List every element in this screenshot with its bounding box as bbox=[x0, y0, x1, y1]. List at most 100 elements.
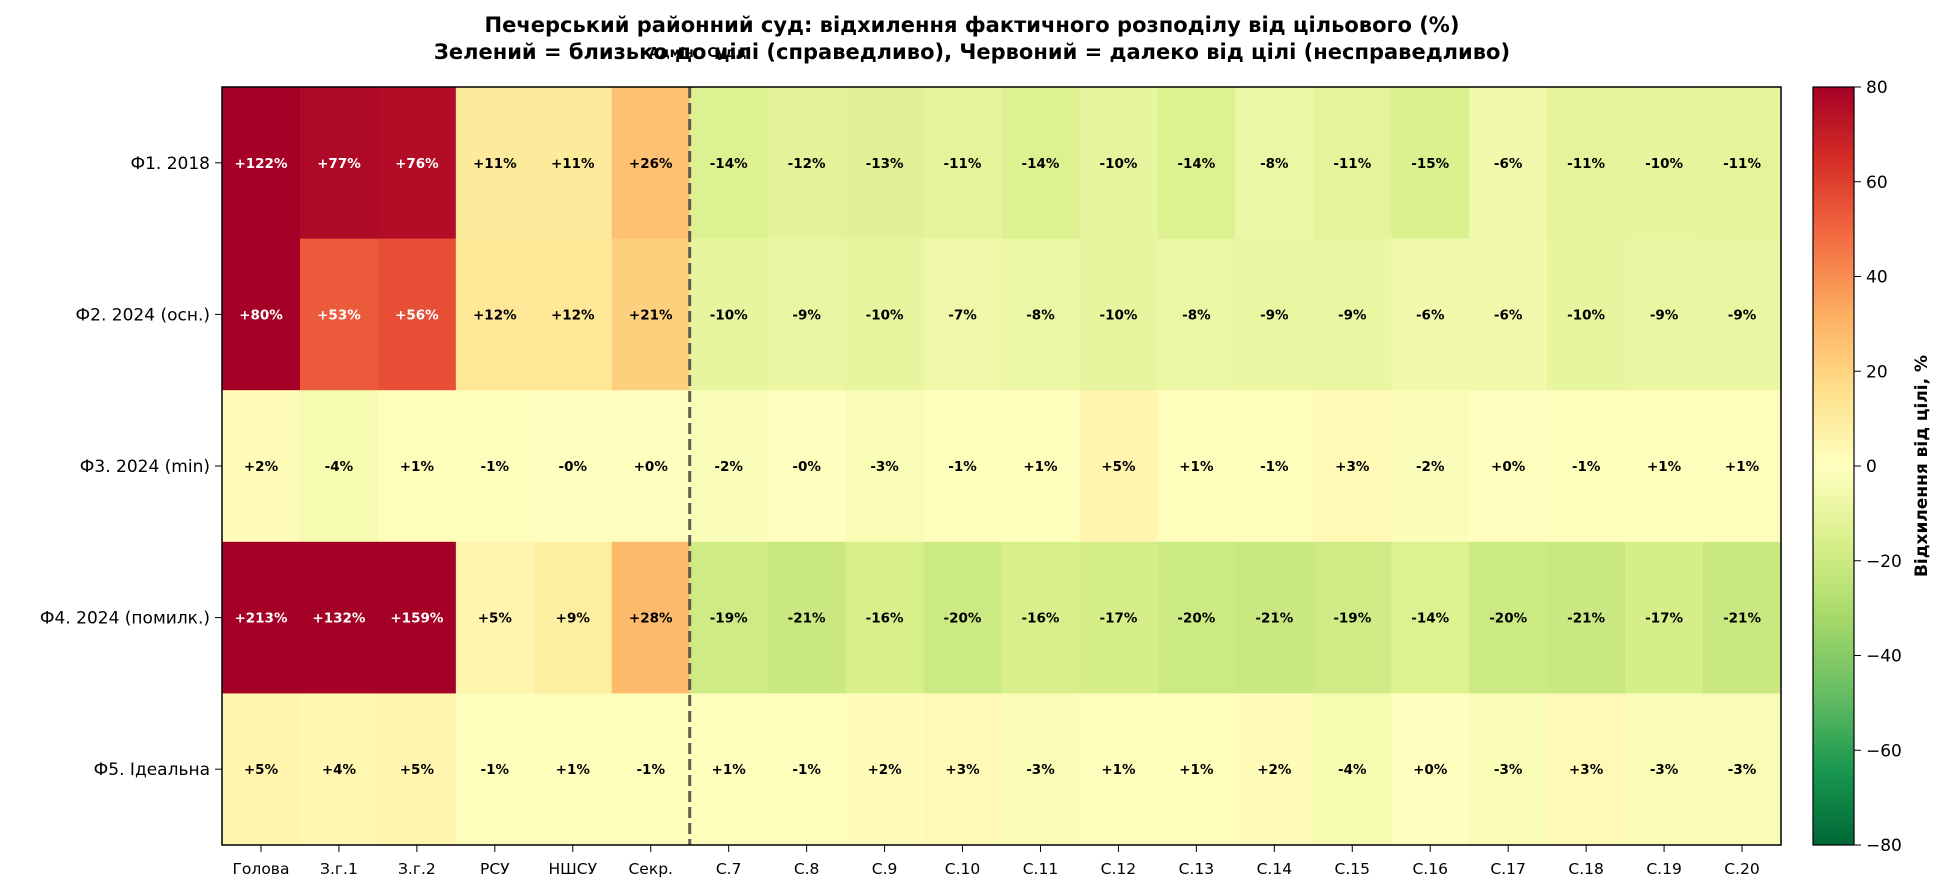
cell-value-label: -14% bbox=[1411, 611, 1449, 627]
row-label: Ф5. Ідеальна bbox=[94, 760, 210, 780]
group-overlay-label: Адмін Судді bbox=[649, 46, 751, 61]
heatmap-cell bbox=[1703, 541, 1782, 694]
heatmap-cell bbox=[455, 238, 535, 391]
heatmap-cell bbox=[299, 390, 379, 543]
column-label: С.16 bbox=[1412, 860, 1447, 878]
heatmap-cell bbox=[1235, 390, 1314, 543]
heatmap-cell bbox=[1235, 541, 1314, 694]
heatmap-cell bbox=[299, 541, 379, 694]
heatmap-cell bbox=[845, 238, 925, 391]
cell-value-label: -21% bbox=[1255, 611, 1293, 627]
heatmap-cell bbox=[533, 390, 613, 543]
column-label: С.14 bbox=[1257, 860, 1292, 878]
heatmap-cell bbox=[1235, 87, 1314, 240]
cell-value-label: -10% bbox=[1645, 156, 1683, 172]
cell-value-label: +132% bbox=[312, 611, 365, 627]
heatmap-cell bbox=[1391, 238, 1470, 391]
heatmap-cell bbox=[1391, 87, 1470, 240]
heatmap-cell bbox=[1079, 238, 1158, 391]
cell-value-label: +3% bbox=[945, 762, 980, 778]
cell-value-label: +5% bbox=[1101, 459, 1136, 475]
column-label: С.20 bbox=[1724, 860, 1759, 878]
heatmap-cell bbox=[923, 390, 1003, 543]
cell-value-label: +1% bbox=[400, 459, 435, 475]
heatmap-cell bbox=[1001, 541, 1081, 694]
cell-value-label: -0% bbox=[792, 459, 821, 475]
cell-value-label: -14% bbox=[1022, 156, 1060, 172]
heatmap-cell bbox=[1001, 693, 1081, 846]
heatmap-cell bbox=[689, 390, 769, 543]
cell-value-label: -14% bbox=[1177, 156, 1215, 172]
heatmap-cell bbox=[1703, 693, 1782, 846]
cell-value-label: +1% bbox=[1023, 459, 1058, 475]
heatmap-cell bbox=[767, 541, 847, 694]
column-label: С.15 bbox=[1335, 860, 1370, 878]
column-label: Голова bbox=[232, 860, 289, 878]
cell-value-label: -1% bbox=[1572, 459, 1601, 475]
cell-value-label: +0% bbox=[1413, 762, 1448, 778]
heatmap-cell bbox=[1625, 87, 1704, 240]
cell-value-label: -4% bbox=[325, 459, 354, 475]
cell-value-label: +3% bbox=[1569, 762, 1604, 778]
colorbar-tick-label: 0 bbox=[1866, 457, 1877, 477]
heatmap-cell bbox=[1001, 390, 1081, 543]
cell-value-label: +2% bbox=[1257, 762, 1292, 778]
cell-value-label: +76% bbox=[395, 156, 439, 172]
row-label: Ф3. 2024 (min) bbox=[80, 457, 210, 477]
row-label: Ф4. 2024 (помилк.) bbox=[40, 609, 210, 629]
cell-value-label: -10% bbox=[1567, 307, 1605, 323]
column-label: С.7 bbox=[716, 860, 742, 878]
cell-value-label: +11% bbox=[473, 156, 517, 172]
cell-value-label: +12% bbox=[551, 307, 595, 323]
heatmap-cell bbox=[1001, 238, 1081, 391]
heatmap-cell bbox=[1625, 541, 1704, 694]
heatmap-cell bbox=[611, 390, 691, 543]
heatmap-cell bbox=[299, 693, 379, 846]
heatmap-cell bbox=[533, 87, 613, 240]
heatmap-cell bbox=[1079, 390, 1158, 543]
heatmap-cell bbox=[455, 87, 535, 240]
column-label: С.11 bbox=[1023, 860, 1058, 878]
cell-value-label: -1% bbox=[481, 459, 510, 475]
cell-value-label: +26% bbox=[629, 156, 673, 172]
heatmap-cell bbox=[1547, 541, 1626, 694]
cell-value-label: -14% bbox=[710, 156, 748, 172]
chart-subtitle: Зелений = близько до цілі (справедливо),… bbox=[434, 40, 1510, 64]
heatmap-cell bbox=[1157, 693, 1236, 846]
cell-value-label: -1% bbox=[948, 459, 977, 475]
cell-value-label: -19% bbox=[710, 611, 748, 627]
heatmap-cell bbox=[689, 693, 769, 846]
cell-value-label: -1% bbox=[481, 762, 510, 778]
cell-value-label: -3% bbox=[1494, 762, 1523, 778]
heatmap-cell bbox=[1157, 87, 1236, 240]
cell-value-label: +213% bbox=[234, 611, 287, 627]
cell-value-label: -6% bbox=[1494, 307, 1523, 323]
heatmap-cell bbox=[689, 541, 769, 694]
heatmap-cell bbox=[1469, 541, 1548, 694]
column-label: С.17 bbox=[1490, 860, 1525, 878]
cell-value-label: -3% bbox=[870, 459, 899, 475]
cell-value-label: -9% bbox=[1728, 307, 1757, 323]
heatmap-cell bbox=[1079, 693, 1158, 846]
colorbar-tick-label: −60 bbox=[1866, 741, 1902, 761]
cell-value-label: -0% bbox=[559, 459, 588, 475]
heatmap-cell bbox=[923, 238, 1003, 391]
heatmap-cell bbox=[1625, 693, 1704, 846]
heatmap-cell bbox=[1547, 390, 1626, 543]
cell-value-label: -8% bbox=[1260, 156, 1289, 172]
heatmap-cell bbox=[923, 87, 1003, 240]
cell-value-label: -7% bbox=[948, 307, 977, 323]
cell-value-label: +11% bbox=[551, 156, 595, 172]
cell-value-label: -20% bbox=[1489, 611, 1527, 627]
cell-value-label: -12% bbox=[788, 156, 826, 172]
column-label: С.10 bbox=[945, 860, 980, 878]
cell-value-label: -20% bbox=[1177, 611, 1215, 627]
cell-value-label: -8% bbox=[1182, 307, 1211, 323]
heatmap-cell bbox=[767, 390, 847, 543]
heatmap-cell bbox=[222, 87, 301, 240]
cell-value-label: +1% bbox=[1101, 762, 1136, 778]
column-label: НШСУ bbox=[549, 860, 598, 878]
heatmap-cells bbox=[222, 87, 1782, 846]
cell-value-label: +2% bbox=[867, 762, 902, 778]
colorbar-ticks: 80 60 40 20 0 −20 −40 −60 −80 bbox=[1854, 78, 1902, 856]
